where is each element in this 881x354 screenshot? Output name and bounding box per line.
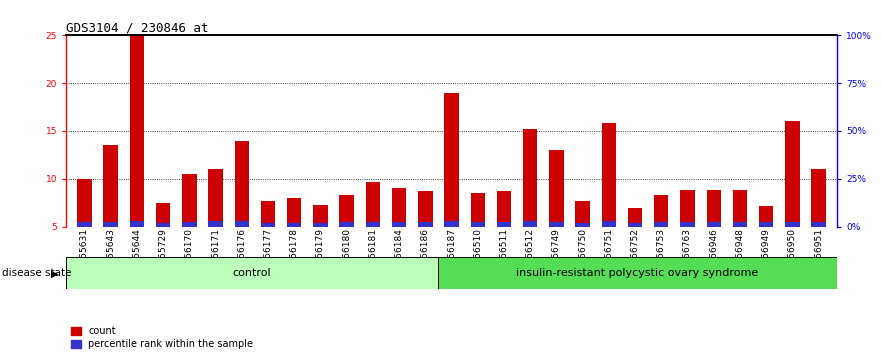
Bar <box>66 257 438 289</box>
Bar <box>628 223 642 227</box>
Bar <box>287 223 301 227</box>
Text: disease state: disease state <box>2 268 71 278</box>
Bar <box>156 202 170 227</box>
Bar <box>314 223 328 227</box>
Text: GDS3104 / 230846_at: GDS3104 / 230846_at <box>66 21 209 34</box>
Bar <box>366 182 380 227</box>
Bar <box>261 201 275 227</box>
Bar <box>208 221 223 227</box>
Bar <box>497 191 511 227</box>
Bar <box>78 222 92 227</box>
Bar <box>444 93 459 227</box>
Bar <box>785 222 800 227</box>
Bar <box>392 222 406 227</box>
Bar <box>811 169 825 227</box>
Text: control: control <box>233 268 271 278</box>
Bar <box>339 195 354 227</box>
Bar <box>707 190 721 227</box>
Bar <box>680 222 695 227</box>
Bar <box>366 222 380 227</box>
Bar <box>392 188 406 227</box>
Bar <box>575 223 589 227</box>
Bar <box>182 222 196 227</box>
Bar <box>103 145 118 227</box>
Bar <box>103 222 118 227</box>
Bar <box>497 222 511 227</box>
Bar <box>182 174 196 227</box>
Bar <box>785 121 800 227</box>
Bar <box>234 141 249 227</box>
Bar <box>78 179 92 227</box>
Bar <box>575 201 589 227</box>
Bar <box>759 222 774 227</box>
Bar <box>339 222 354 227</box>
Bar <box>438 257 837 289</box>
Bar <box>680 190 695 227</box>
Bar <box>654 195 669 227</box>
Bar <box>234 221 249 227</box>
Bar <box>208 169 223 227</box>
Bar <box>261 223 275 227</box>
Bar <box>602 221 616 227</box>
Bar <box>444 221 459 227</box>
Bar <box>811 222 825 227</box>
Bar <box>314 205 328 227</box>
Bar <box>470 222 485 227</box>
Bar <box>130 35 144 227</box>
Bar <box>549 222 564 227</box>
Bar <box>287 198 301 227</box>
Bar <box>470 193 485 227</box>
Bar <box>654 222 669 227</box>
Bar <box>602 123 616 227</box>
Bar <box>156 223 170 227</box>
Bar <box>523 129 537 227</box>
Text: ▶: ▶ <box>51 268 59 278</box>
Bar <box>549 150 564 227</box>
Bar <box>733 222 747 227</box>
Legend: count, percentile rank within the sample: count, percentile rank within the sample <box>71 326 254 349</box>
Bar <box>707 222 721 227</box>
Bar <box>523 221 537 227</box>
Bar <box>418 222 433 227</box>
Bar <box>733 190 747 227</box>
Bar <box>759 206 774 227</box>
Text: insulin-resistant polycystic ovary syndrome: insulin-resistant polycystic ovary syndr… <box>516 268 759 278</box>
Bar <box>418 191 433 227</box>
Bar <box>130 221 144 227</box>
Bar <box>628 209 642 227</box>
